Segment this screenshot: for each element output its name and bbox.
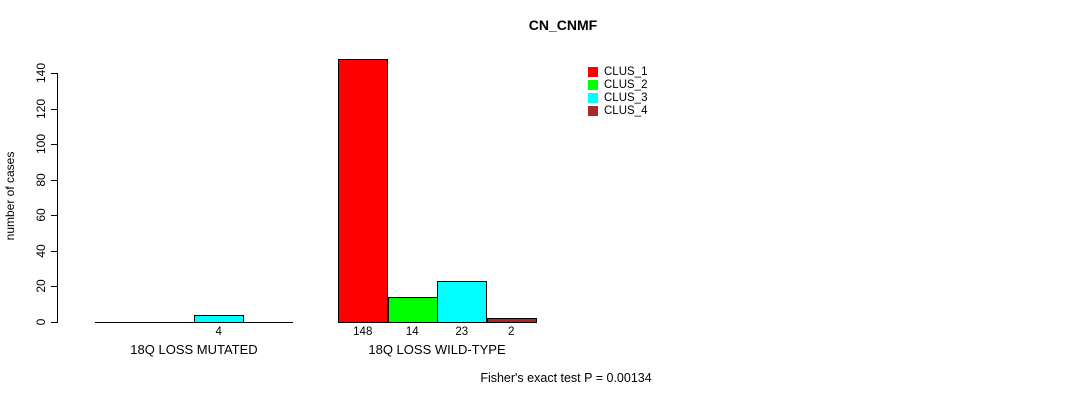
y-axis [57, 73, 58, 323]
category-label: 18Q LOSS MUTATED [130, 342, 258, 357]
y-axis-tick [51, 286, 57, 287]
legend-swatch-clus_2 [588, 79, 598, 90]
y-axis-tick [51, 180, 57, 181]
y-axis-tick [51, 322, 57, 323]
bar-value-label: 14 [405, 326, 419, 338]
bar-clus_1-group2 [338, 59, 388, 323]
y-axis-tick-label: 80 [34, 173, 48, 187]
y-axis-tick [51, 109, 57, 110]
y-axis-label: number of cases [3, 151, 17, 241]
legend-swatch-clus_4 [588, 105, 598, 116]
legend-swatch-clus_1 [588, 66, 598, 77]
legend-item-clus_3: CLUS_3 [588, 91, 648, 104]
y-axis-tick-label: 40 [34, 244, 48, 258]
legend-label: CLUS_1 [604, 65, 648, 78]
bar-clus_4-group2 [487, 318, 537, 323]
legend-item-clus_1: CLUS_1 [588, 65, 648, 78]
bar-clus_2-group2 [388, 297, 438, 323]
legend-label: CLUS_3 [604, 91, 648, 104]
legend-label: CLUS_4 [604, 104, 648, 117]
y-axis-tick [51, 215, 57, 216]
legend-swatch-clus_3 [588, 92, 598, 103]
legend-item-clus_4: CLUS_4 [588, 104, 648, 117]
bar-clus_3-group2 [437, 281, 487, 323]
legend-label: CLUS_2 [604, 78, 648, 91]
y-axis-tick-label: 0 [34, 318, 48, 326]
category-label: 18Q LOSS WILD-TYPE [368, 342, 506, 357]
y-axis-tick-label: 60 [34, 208, 48, 222]
y-axis-tick [51, 144, 57, 145]
fisher-test-annotation: Fisher's exact test P = 0.00134 [480, 371, 652, 385]
bar-value-label: 148 [353, 326, 373, 338]
bar-value-label: 2 [508, 326, 515, 338]
bar-value-label: 23 [455, 326, 469, 338]
y-axis-tick-label: 120 [34, 98, 48, 120]
y-axis-tick-label: 140 [34, 62, 48, 84]
y-axis-tick-label: 20 [34, 279, 48, 293]
legend-item-clus_2: CLUS_2 [588, 78, 648, 91]
y-axis-tick [51, 251, 57, 252]
legend: CLUS_1 CLUS_2 CLUS_3 CLUS_4 [588, 65, 648, 117]
bar-clus_3-group1 [194, 315, 244, 323]
bar-value-label: 4 [215, 326, 222, 338]
chart-title: CN_CNMF [528, 17, 598, 33]
y-axis-tick [51, 73, 57, 74]
y-axis-tick-label: 100 [34, 133, 48, 155]
